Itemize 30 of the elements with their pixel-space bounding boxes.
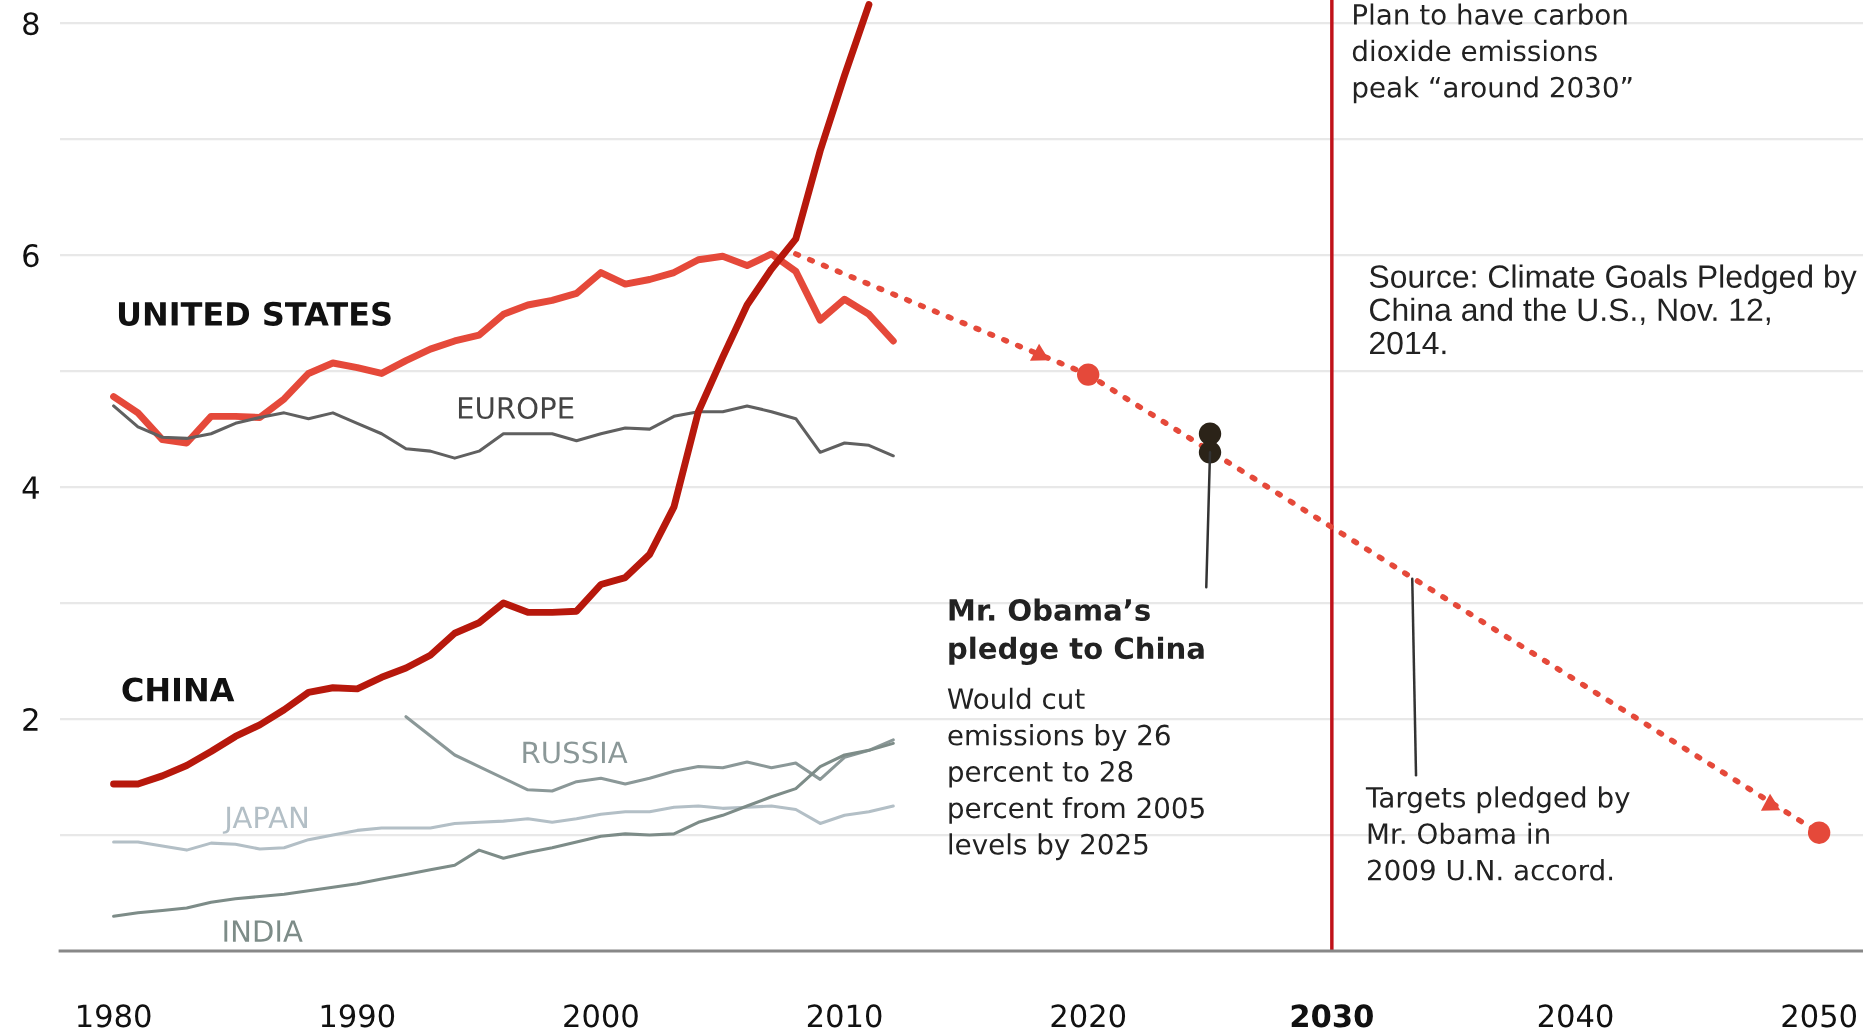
series-label: INDIA — [224, 920, 303, 942]
point — [1198, 422, 1222, 445]
ref-line-label: Plan to have carbon dioxide emissions peak “around 2030” — [1352, 3, 1632, 104]
x-tick-label: 2000 — [564, 1004, 638, 1028]
x-tick-label: 1980 — [78, 1004, 151, 1028]
y-tick-label: 4 — [22, 476, 39, 499]
series-label: JAPAN — [222, 806, 308, 834]
annotation: Source: Climate Goals Pledged by China and the U.S., Nov. 12, 2014. — [1369, 264, 1857, 355]
y-tick-label: 6 — [23, 244, 39, 268]
line-series — [404, 715, 895, 793]
point — [1807, 821, 1831, 844]
series-label: EUROPE — [458, 396, 574, 420]
series-label: RUSSIA — [523, 741, 628, 764]
y-tick-label: 8 — [23, 12, 39, 36]
line-series — [112, 741, 895, 918]
x-tick-label: 1990 — [321, 1004, 395, 1028]
annotation: Mr. Obama’s pledge to China — [949, 598, 1204, 666]
point — [1077, 363, 1100, 386]
x-tick-label: 2010 — [807, 1004, 882, 1028]
annotation: Targets pledged by Mr. Obama in 2009 U.N. accord. — [1365, 786, 1630, 881]
x-tick-label: 2020 — [1051, 1004, 1126, 1028]
y-tick-label: 2 — [23, 707, 38, 731]
x-tick-label: 2040 — [1538, 1004, 1613, 1028]
line-series — [112, 804, 895, 852]
x-tick-label: 2030 — [1291, 1004, 1373, 1028]
x-tick-label: 2050 — [1782, 1004, 1856, 1028]
series-label: CHINA — [122, 677, 235, 702]
point — [1198, 441, 1222, 464]
annotation: Would cut emissions by 26 percent to 28 percent from 2005 levels by 2025 — [947, 687, 1204, 861]
series-label: UNITED STATES — [118, 301, 391, 326]
